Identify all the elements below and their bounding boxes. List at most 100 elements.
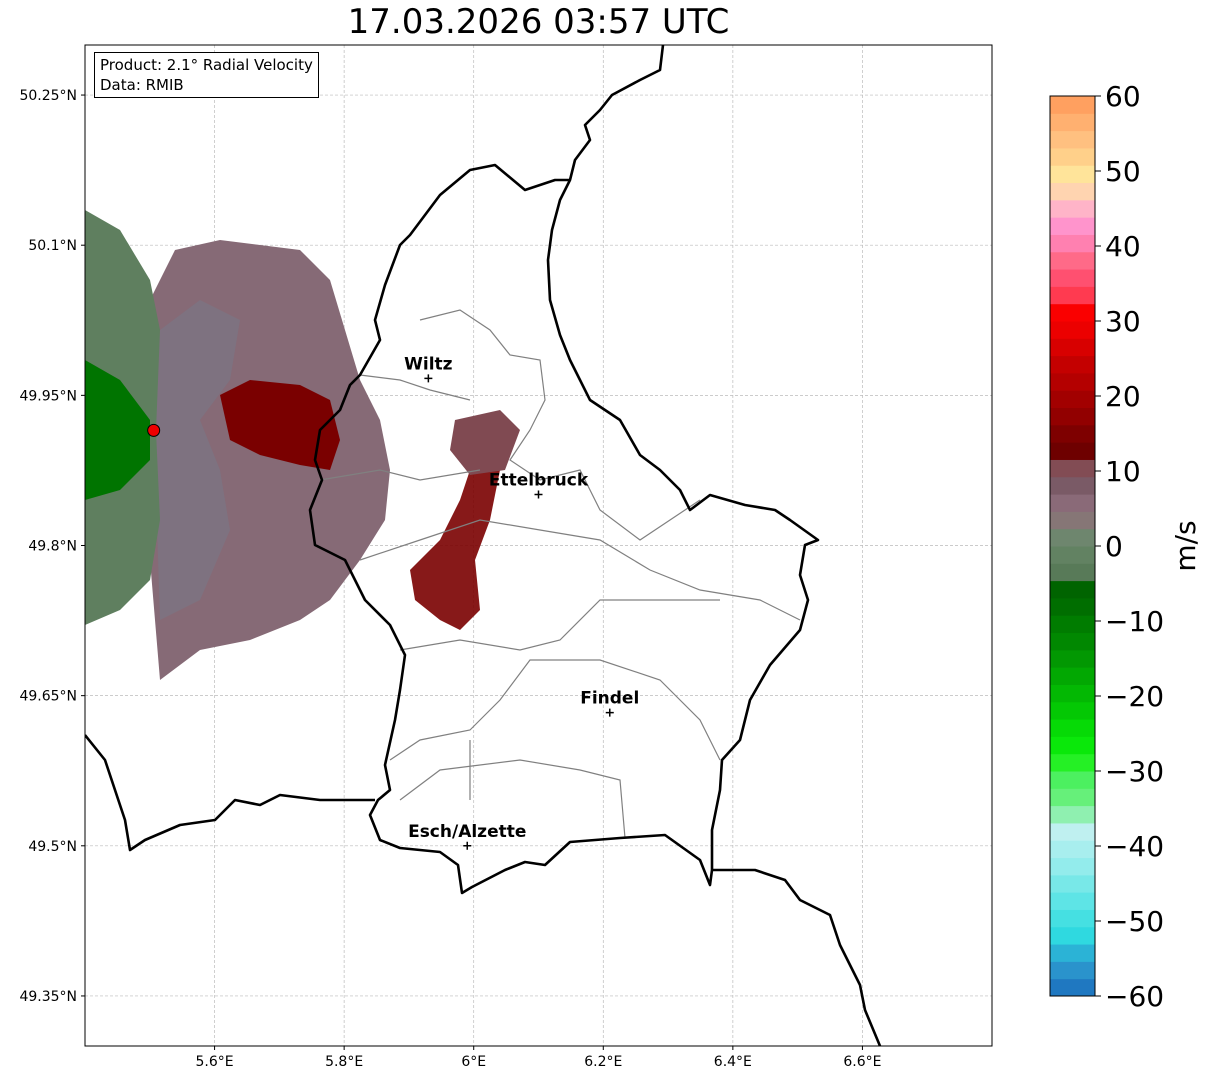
colorbar-band: [1050, 251, 1095, 270]
colorbar-band: [1050, 442, 1095, 460]
lat-tick-label: 49.8°N: [28, 539, 77, 555]
product-info-box: Product: 2.1° Radial Velocity Data: RMIB: [94, 52, 319, 98]
colorbar-band: [1050, 978, 1095, 997]
colorbar-band: [1050, 476, 1095, 495]
colorbar-band: [1050, 667, 1095, 685]
colorbar-band: [1050, 615, 1095, 634]
colorbar-band: [1050, 407, 1095, 426]
colorbar-band: [1050, 528, 1095, 547]
colorbar-tick-label: 0: [1105, 530, 1123, 563]
lon-tick-label: 6.6°E: [843, 1054, 881, 1070]
borders: [85, 45, 882, 1046]
colorbar-band: [1050, 926, 1095, 945]
colorbar-band: [1050, 303, 1095, 322]
city-marker-icon: [424, 374, 433, 383]
product-label: Product: 2.1° Radial Velocity: [100, 56, 313, 74]
colorbar-tick-label: −10: [1105, 605, 1164, 638]
echo-darkred-core: [220, 380, 340, 470]
colorbar-band: [1050, 217, 1095, 235]
lat-tick-label: 49.65°N: [19, 689, 77, 705]
city-label: Findel: [580, 689, 639, 709]
radar-echoes: [85, 210, 520, 680]
city-label: Wiltz: [404, 354, 453, 374]
colorbar-band: [1050, 822, 1095, 841]
colorbar-band: [1050, 701, 1095, 720]
colorbar-tick-label: −30: [1105, 755, 1164, 788]
colorbar-band: [1050, 805, 1095, 824]
map-title: 17.03.2026 03:57 UTC: [347, 2, 730, 42]
colorbar-band: [1050, 182, 1095, 201]
colorbar-band: [1050, 321, 1095, 339]
lat-tick-label: 50.25°N: [19, 88, 77, 104]
lon-tick-label: 5.6°E: [196, 1054, 234, 1070]
colorbar-band: [1050, 857, 1095, 876]
colorbar-tick-label: −60: [1105, 980, 1164, 1013]
colorbar-band: [1050, 424, 1095, 443]
country-borders: [85, 45, 882, 1046]
lat-tick-label: 49.5°N: [28, 839, 77, 855]
colorbar: 60 50 40 30 20 10 0 −10 −20 −30 −40 −50 −60 m/s: [1049, 80, 1202, 1013]
lat-tick-label: 49.95°N: [19, 388, 77, 404]
colorbar-band: [1050, 96, 1095, 114]
colorbar-band: [1050, 684, 1095, 703]
colorbar-band: [1050, 580, 1095, 599]
colorbar-band: [1050, 563, 1095, 582]
radar-site-marker: [147, 423, 161, 437]
colorbar-band: [1050, 771, 1095, 789]
colorbar-band: [1050, 355, 1095, 374]
city-marker-icon: [534, 490, 543, 499]
colorbar-band: [1050, 840, 1095, 859]
colorbar-band: [1050, 892, 1095, 910]
city-marker-icon: [605, 708, 614, 717]
colorbar-band: [1050, 511, 1095, 530]
echo-darkred-streak: [410, 470, 500, 630]
colorbar-band: [1050, 113, 1095, 132]
colorbar-tick-label: 50: [1105, 155, 1141, 188]
colorbar-band: [1050, 874, 1095, 893]
colorbar-tick-label: 20: [1105, 380, 1141, 413]
lon-tick-label: 6.4°E: [714, 1054, 752, 1070]
colorbar-band: [1050, 199, 1095, 218]
colorbar-band: [1050, 147, 1095, 166]
colorbar-tick-label: 30: [1105, 305, 1141, 338]
colorbar-band: [1050, 944, 1095, 962]
city-label: Esch/Alzette: [408, 822, 526, 842]
colorbar-band: [1050, 494, 1095, 512]
colorbar-band: [1050, 649, 1095, 668]
data-source-label: Data: RMIB: [100, 76, 184, 94]
colorbar-band: [1050, 459, 1095, 478]
colorbar-tick-label: 10: [1105, 455, 1141, 488]
colorbar-band: [1050, 234, 1095, 253]
echo-green-strong: [85, 360, 150, 500]
colorbar-tick-label: 60: [1105, 80, 1141, 113]
lon-tick-label: 6°E: [461, 1054, 486, 1070]
colorbar-band: [1050, 597, 1095, 616]
colorbar-band: [1050, 546, 1095, 564]
city-label: Ettelbruck: [489, 470, 589, 490]
canton-boundaries: [319, 309, 801, 839]
colorbar-band: [1050, 338, 1095, 357]
colorbar-band: [1050, 961, 1095, 980]
colorbar-band: [1050, 632, 1095, 651]
colorbar-tick-label: −20: [1105, 680, 1164, 713]
colorbar-band: [1050, 753, 1095, 772]
colorbar-band: [1050, 286, 1095, 305]
colorbar-band: [1050, 909, 1095, 928]
lat-tick-label: 50.1°N: [28, 238, 77, 254]
colorbar-tick-label: −40: [1105, 830, 1164, 863]
colorbar-tick-label: 40: [1105, 230, 1141, 263]
lat-tick-label: 49.35°N: [19, 989, 77, 1005]
colorbar-band: [1050, 130, 1095, 149]
colorbar-band: [1050, 165, 1095, 184]
echo-brown-streak: [450, 410, 520, 475]
colorbar-tick-label: −50: [1105, 905, 1164, 938]
colorbar-band: [1050, 719, 1095, 737]
colorbar-band: [1050, 390, 1095, 409]
echo-gray-inner: [154, 300, 240, 620]
colorbar-band: [1050, 788, 1095, 807]
colorbar-band: [1050, 372, 1095, 391]
city-markers: Wiltz Ettelbruck Findel Esch/Alzette: [404, 354, 639, 850]
axis-ticks: 5.6°E 5.8°E 6°E 6.2°E 6.4°E 6.6°E 50.25°N 50.1°…: [19, 88, 881, 1070]
colorbar-label: m/s: [1169, 520, 1202, 571]
colorbar-band: [1050, 736, 1095, 755]
